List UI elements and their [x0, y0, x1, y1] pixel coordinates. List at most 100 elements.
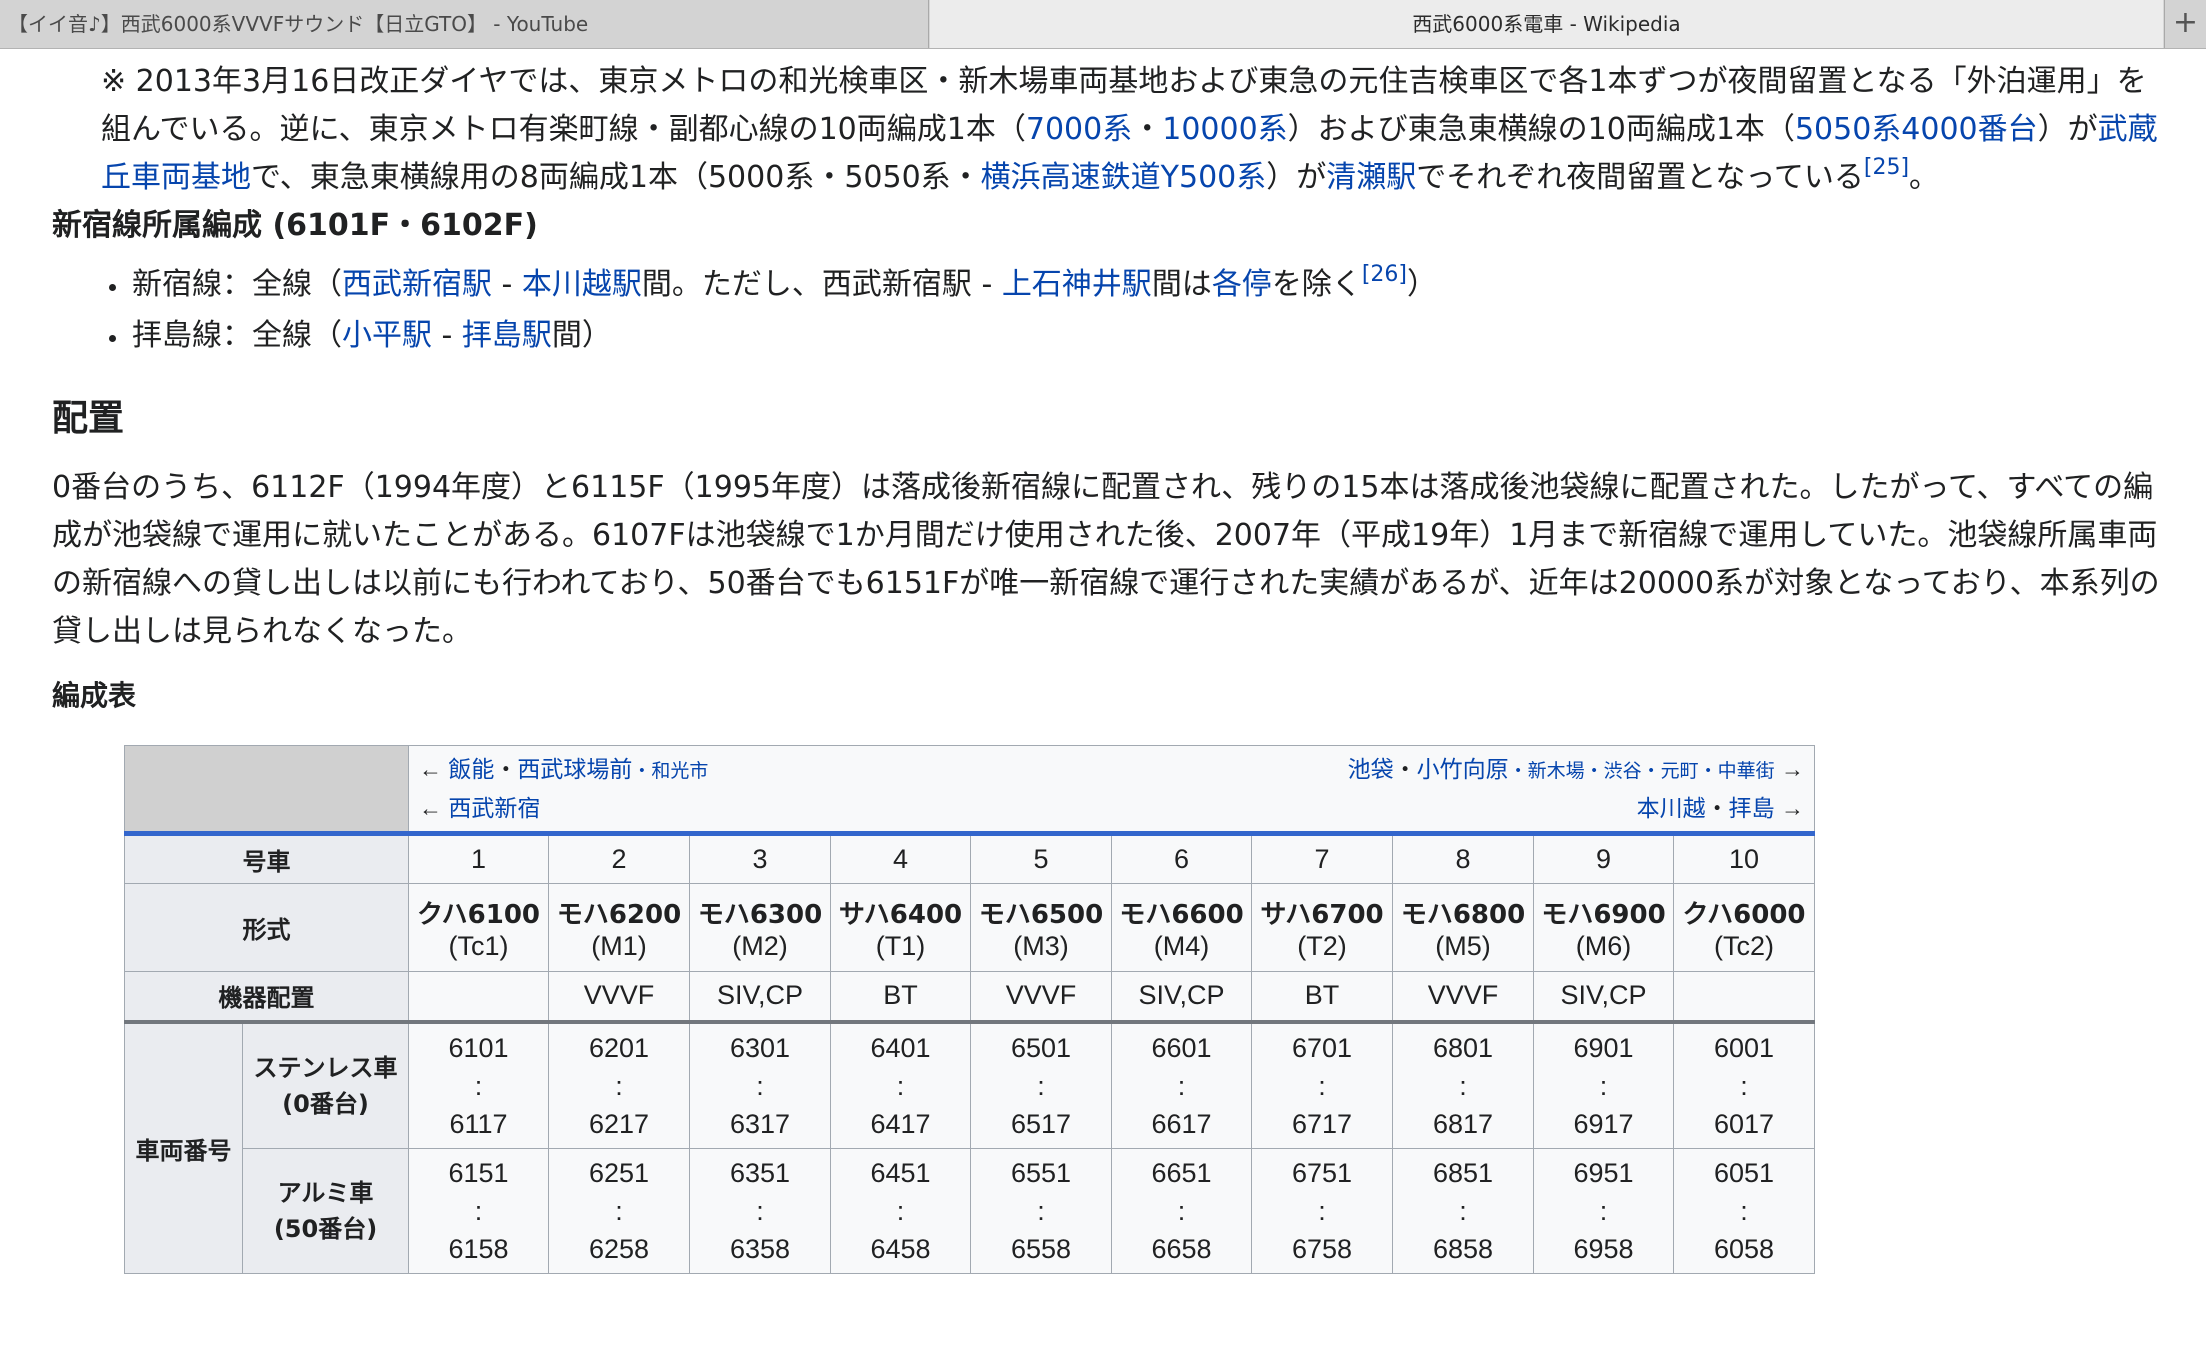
equipment-cell: SIV,CP [1111, 971, 1252, 1022]
link-10000[interactable]: 10000系 [1162, 112, 1288, 147]
car-type-code: (T2) [1297, 930, 1347, 961]
range-separator: : [1318, 1070, 1326, 1101]
link-kiyose[interactable]: 清瀬駅 [1326, 160, 1417, 195]
range-end: 6758 [1291, 1234, 1353, 1264]
car-type-name: モハ6500 [978, 899, 1104, 930]
range-separator: : [474, 1196, 483, 1226]
text: ）が [2037, 112, 2098, 147]
range-end: 6958 [1573, 1234, 1634, 1264]
equipment-cell: SIV,CP [689, 971, 831, 1022]
car-number-row: 号車 1 2 3 4 5 6 7 8 9 10 [124, 831, 1815, 884]
car-type-name: モハ6900 [1541, 899, 1666, 930]
link-7000[interactable]: 7000系 [1025, 112, 1133, 147]
range-start: 6501 [1010, 1032, 1072, 1063]
text: ）が [1266, 160, 1327, 195]
link-wakoshi[interactable]: ・和光市 [632, 760, 709, 782]
link-hon-kawagoe[interactable]: 本川越 [1636, 794, 1706, 821]
car-number-cell: 5 [970, 831, 1112, 884]
car-type-name: モハ6300 [697, 899, 823, 930]
car-type-cell: モハ6800 (M5) [1392, 883, 1534, 972]
arrow-left-icon: ← [419, 794, 449, 821]
car-type-cell: モハ6900 (M6) [1533, 883, 1674, 972]
stainless-number-cell: 6501: 6517 [970, 1019, 1112, 1149]
range-end: 6858 [1432, 1234, 1494, 1264]
car-type-code: (Tc2) [1714, 930, 1774, 961]
formation-table: 池袋・小竹向原・新木場・渋谷・元町・中華街 → ← 飯能・西武球場前・和光市 本… [124, 745, 1815, 1274]
range-separator: : [1740, 1070, 1748, 1101]
car-number-cell: 9 [1533, 831, 1674, 884]
car-number-cell: 7 [1251, 831, 1393, 884]
range-end: 6717 [1291, 1108, 1353, 1139]
row-header-number: 車両番号 [124, 1019, 243, 1274]
row-header-stainless: ステンレス車 (0番台) [242, 1019, 409, 1149]
link-seibu-shinjuku[interactable]: 西武新宿 [448, 794, 541, 821]
car-number-cell: 8 [1392, 831, 1534, 884]
text: 新宿線：全線（ [132, 267, 342, 302]
row-header-equipment: 機器配置 [124, 971, 409, 1022]
range-end: 6817 [1432, 1108, 1494, 1139]
note-paragraph: ※ 2013年3月16日改正ダイヤでは、東京メトロの和光検車区・新木場車両基地お… [101, 58, 2161, 202]
text: 間。ただし、西武新宿駅 - [641, 267, 1002, 302]
car-type-code: (M2) [732, 930, 788, 961]
arrow-left-icon: ← [419, 755, 449, 782]
link-haijima[interactable]: 拝島 [1728, 794, 1775, 821]
range-end: 6058 [1713, 1234, 1775, 1264]
link-kami-shakujii[interactable]: 上石神井駅 [1001, 267, 1152, 302]
stainless-number-cell: 6201: 6217 [548, 1019, 690, 1149]
text: で、東急東横線用の8両編成1本（5000系・5050系・ [251, 160, 981, 195]
direction-left-2: ← 西武新宿 [419, 795, 540, 821]
car-type-name: モハ6800 [1400, 899, 1526, 930]
link-kotake-mukaihara[interactable]: 小竹向原 [1416, 755, 1509, 782]
plus-icon: + [2172, 5, 2199, 40]
stainless-number-cell: 6901: 6917 [1533, 1019, 1674, 1149]
link-haijima[interactable]: 拝島駅 [461, 318, 552, 353]
range-end: 6258 [588, 1234, 650, 1264]
text: 。 [1909, 160, 1940, 195]
line-list: 新宿線：全線（西武新宿駅 - 本川越駅間。ただし、西武新宿駅 - 上石神井駅間は… [100, 262, 1437, 364]
stainless-row: 車両番号 ステンレス車 (0番台) 6101: 6117 6201: 6217 6301… [124, 1019, 1815, 1274]
range-start: 6801 [1432, 1032, 1494, 1063]
range-end: 6217 [588, 1108, 650, 1139]
direction-row: 池袋・小竹向原・新木場・渋谷・元町・中華街 → ← 飯能・西武球場前・和光市 本… [124, 745, 1815, 834]
text: ・ [1705, 794, 1729, 821]
stainless-number-cell: 6801: 6817 [1392, 1019, 1534, 1149]
tab-youtube[interactable]: 【イイ音♪】西武6000系VVVFサウンド【日立GTO】 - YouTube [0, 0, 929, 48]
link-hon-kawagoe[interactable]: 本川越駅 [521, 267, 642, 302]
link-5050-4000[interactable]: 5050系4000番台 [1794, 112, 2038, 147]
car-number-cell: 3 [689, 831, 831, 884]
car-type-cell: クハ6100 (Tc1) [408, 883, 549, 972]
link-shinkiba-shibuya-motomachi[interactable]: ・新木場・渋谷・元町・中華街 [1508, 760, 1775, 782]
range-end: 6417 [870, 1108, 931, 1139]
equipment-cell [1673, 971, 1815, 1022]
link-ikebukuro[interactable]: 池袋 [1347, 755, 1394, 782]
row-header-aluminum: アルミ車 (50番台) [242, 1148, 409, 1274]
tab-wikipedia[interactable]: 西武6000系電車 - Wikipedia [930, 0, 2163, 48]
aluminum-number-cell: 6451: 6458 [830, 1148, 971, 1274]
link-y500[interactable]: 横浜高速鉄道Y500系 [980, 160, 1267, 195]
reference-link[interactable]: [25] [1863, 155, 1910, 180]
link-seibu-kyujo-mae[interactable]: 西武球場前 [517, 755, 633, 782]
reference-link[interactable]: [26] [1361, 262, 1407, 287]
range-start: 6651 [1151, 1158, 1212, 1188]
link-kodaira[interactable]: 小平駅 [342, 318, 432, 353]
text: ） [1406, 267, 1437, 302]
aluminum-number-cell: 6351: 6358 [689, 1148, 831, 1274]
text: を除く [1271, 267, 1362, 302]
link-hanno[interactable]: 飯能 [448, 755, 495, 782]
car-number-cell: 1 [408, 831, 549, 884]
link-musashigaoka[interactable]: 武蔵丘車両基地 [101, 112, 2158, 195]
equipment-cell: VVVF [548, 971, 690, 1022]
car-type-name: モハ6600 [1119, 899, 1244, 930]
range-start: 6701 [1291, 1032, 1353, 1063]
car-type-code: (Tc1) [448, 930, 509, 961]
link-kakutei[interactable]: 各停 [1211, 267, 1272, 302]
haichi-paragraph: 0番台のうち、6112F（1994年度）と6115F（1995年度）は落成後新宿… [52, 470, 2160, 649]
stainless-number-cell: 6601: 6617 [1111, 1019, 1252, 1149]
new-tab-button[interactable]: + [2164, 0, 2206, 48]
car-number-cell: 4 [830, 831, 971, 884]
link-seibu-shinjuku[interactable]: 西武新宿駅 [342, 267, 492, 302]
range-separator: : [1177, 1070, 1186, 1101]
range-start: 6051 [1713, 1158, 1775, 1188]
range-end: 6617 [1151, 1108, 1212, 1139]
car-type-name: サハ6700 [1260, 899, 1384, 930]
